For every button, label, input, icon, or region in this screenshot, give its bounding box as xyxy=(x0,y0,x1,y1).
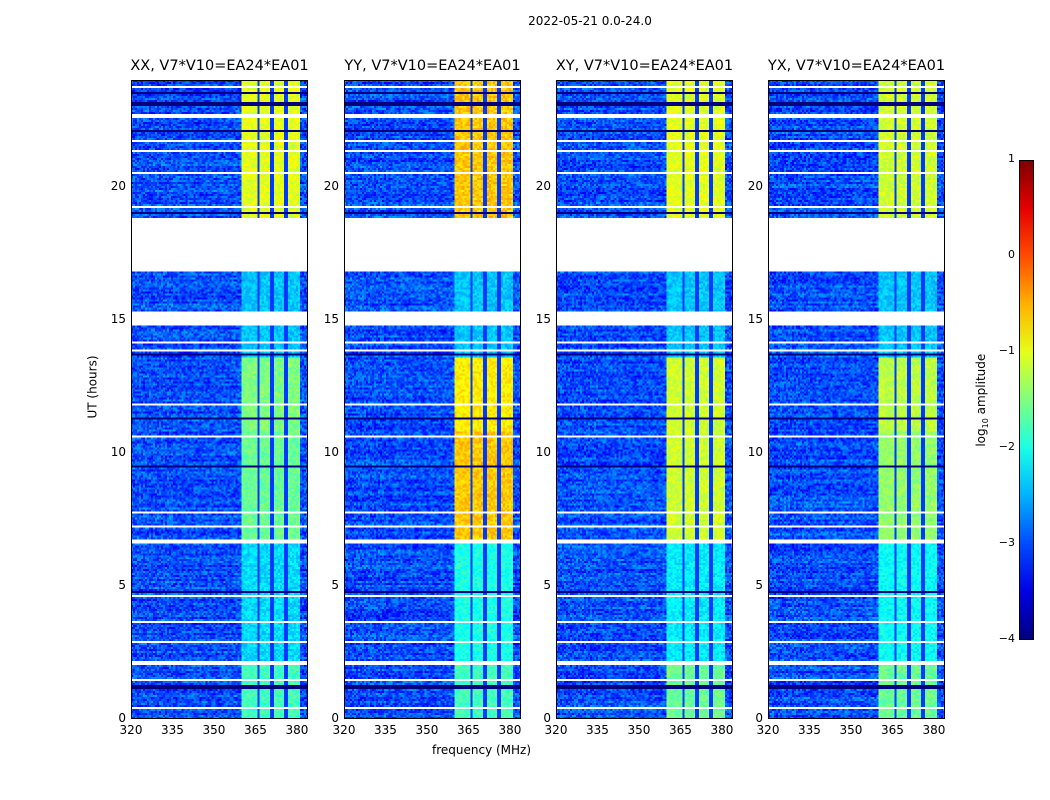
y-tick-label: 0 xyxy=(755,711,763,725)
panel-yy: YY, V7*V10=EA24*EA01 320 335 350 365 380 0 5 10 1… xyxy=(324,58,522,737)
axes-frame xyxy=(131,80,308,719)
heatmap xyxy=(131,80,308,719)
x-tick-label: 380 xyxy=(498,723,522,737)
panel-xx: XX, V7*V10=EA24*EA01 320 335 350 365 380 0 5 10 1… xyxy=(86,58,309,737)
y-tick-label: 20 xyxy=(323,178,339,193)
y-tick-label: 10 xyxy=(535,444,551,459)
y-tick-label: 0 xyxy=(118,711,126,725)
y-tick-label: 15 xyxy=(110,311,126,326)
x-tick-label: 320 xyxy=(756,723,780,737)
colorbar-tick-label: 1 xyxy=(1008,152,1015,165)
x-tick-label: 350 xyxy=(415,723,439,737)
panel-yx: YX, V7*V10=EA24*EA01 320 335 350 365 380 0 5 10 1… xyxy=(748,58,946,737)
panel-title: YY, V7*V10=EA24*EA01 xyxy=(344,58,521,74)
y-tick-label: 5 xyxy=(755,577,763,592)
colorbar xyxy=(1019,160,1034,640)
panel-xy: XY, V7*V10=EA24*EA01 320 335 350 365 380 0 5 10 1… xyxy=(536,58,734,737)
panel-title: XY, V7*V10=EA24*EA01 xyxy=(555,58,734,74)
x-axis-label: frequency (MHz) xyxy=(432,743,532,757)
x-tick-label: 365 xyxy=(881,723,904,737)
x-tick-label: 380 xyxy=(922,723,946,737)
heatmap xyxy=(768,80,945,719)
y-axis-label: UT (hours) xyxy=(85,355,100,419)
x-tick-label: 320 xyxy=(332,723,356,737)
colorbar-tick-label: 0 xyxy=(1008,248,1015,261)
panel-title: XX, V7*V10=EA24*EA01 xyxy=(130,58,309,74)
colorbar-label: log10 amplitude xyxy=(973,353,991,447)
x-tick-label: 320 xyxy=(544,723,568,737)
x-tick-label: 350 xyxy=(839,723,863,737)
y-tick-label: 0 xyxy=(331,711,339,725)
y-tick-label: 20 xyxy=(747,178,763,193)
y-tick-label: 5 xyxy=(331,577,339,592)
x-tick-label: 365 xyxy=(669,723,692,737)
x-tick-label: 335 xyxy=(374,723,397,737)
y-tick-label: 15 xyxy=(747,311,763,326)
axes-frame xyxy=(768,80,945,719)
colorbar-tick-label: −3 xyxy=(998,536,1015,549)
y-tick-label: 5 xyxy=(543,577,551,592)
x-tick-label: 335 xyxy=(161,723,184,737)
heatmap xyxy=(556,80,733,719)
x-tick-label: 380 xyxy=(710,723,734,737)
axes-frame xyxy=(344,80,521,719)
x-tick-label: 365 xyxy=(457,723,480,737)
y-tick-label: 10 xyxy=(110,444,126,459)
y-tick-label: 20 xyxy=(110,178,126,193)
y-tick-label: 20 xyxy=(535,178,551,193)
y-tick-label: 5 xyxy=(118,577,126,592)
colorbar-tick-label: −2 xyxy=(998,440,1015,453)
x-tick-label: 335 xyxy=(798,723,821,737)
y-tick-label: 10 xyxy=(747,444,763,459)
heatmap xyxy=(344,80,521,719)
x-tick-label: 320 xyxy=(119,723,143,737)
x-tick-label: 350 xyxy=(202,723,226,737)
x-tick-label: 380 xyxy=(285,723,309,737)
panel-title: YX, V7*V10=EA24*EA01 xyxy=(767,58,946,74)
y-tick-label: 10 xyxy=(323,444,339,459)
colorbar-tick-label: −1 xyxy=(998,344,1015,357)
y-tick-label: 0 xyxy=(543,711,551,725)
x-tick-label: 335 xyxy=(586,723,609,737)
figure-title: 2022-05-21 0.0-24.0 xyxy=(528,14,652,28)
axes-frame xyxy=(556,80,733,719)
y-tick-label: 15 xyxy=(535,311,551,326)
y-tick-label: 15 xyxy=(323,311,339,326)
x-tick-label: 350 xyxy=(627,723,651,737)
colorbar-tick-label: −4 xyxy=(998,632,1015,645)
x-tick-label: 365 xyxy=(244,723,267,737)
